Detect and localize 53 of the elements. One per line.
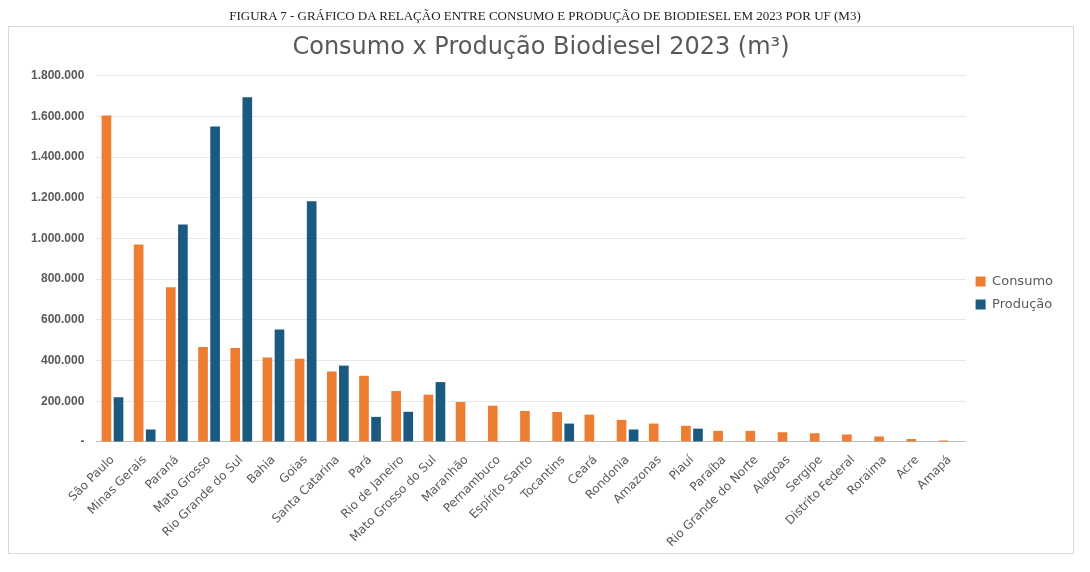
bar	[713, 430, 723, 442]
bar	[648, 423, 659, 442]
text: FIGURA 7 - GRÁFICO DA RELAÇÃO ENTRE CONSUMO E PRODUÇÃO DE BIODIESEL EM 2023 POR UF (M3)	[228, 8, 862, 25]
y-tick-label: 1.400.000	[30, 149, 85, 164]
bar	[435, 382, 446, 442]
bar	[359, 375, 369, 442]
bar	[616, 419, 627, 442]
bar	[371, 416, 381, 442]
bar	[403, 411, 414, 442]
bar	[520, 410, 530, 442]
y-tick-label: -	[80, 434, 85, 449]
bar	[294, 358, 305, 442]
bar	[113, 397, 124, 442]
bar	[564, 423, 575, 442]
legend-label: Produção	[992, 295, 1053, 311]
bar	[101, 115, 112, 442]
bar	[133, 244, 144, 442]
bar	[166, 287, 176, 442]
y-tick-label: 1.000.000	[30, 230, 85, 245]
chart-title: Consumo x Produção Biodiesel 2023 (m³)	[292, 31, 790, 60]
bar	[230, 348, 241, 442]
bar	[326, 371, 337, 442]
y-tick-label: 800.000	[40, 271, 85, 286]
bar	[210, 126, 220, 442]
bar	[487, 405, 498, 442]
bar	[777, 432, 788, 442]
bar	[681, 425, 691, 442]
y-tick-label: 600.000	[40, 312, 85, 327]
bar	[552, 411, 562, 442]
bar	[809, 433, 820, 442]
bar	[198, 346, 208, 442]
bar	[745, 430, 756, 442]
bar	[145, 429, 156, 442]
y-tick-label: 1.200.000	[30, 190, 85, 205]
bar	[874, 436, 884, 442]
bar	[262, 357, 273, 442]
y-tick-label: 400.000	[40, 352, 85, 367]
y-tick-label: 1.800.000	[30, 68, 85, 83]
y-tick-label: 1.600.000	[30, 108, 85, 123]
bar	[274, 329, 285, 442]
bar	[178, 224, 188, 442]
bar	[306, 201, 317, 442]
bar	[584, 414, 595, 442]
bar	[391, 391, 402, 442]
bar	[242, 97, 253, 442]
bar	[455, 402, 466, 442]
y-tick-label: 200.000	[40, 393, 85, 408]
bar	[628, 429, 639, 442]
legend-label: Consumo	[992, 272, 1054, 288]
bar	[339, 365, 349, 442]
bar	[842, 434, 852, 442]
bar	[423, 394, 434, 442]
bar	[693, 428, 703, 442]
